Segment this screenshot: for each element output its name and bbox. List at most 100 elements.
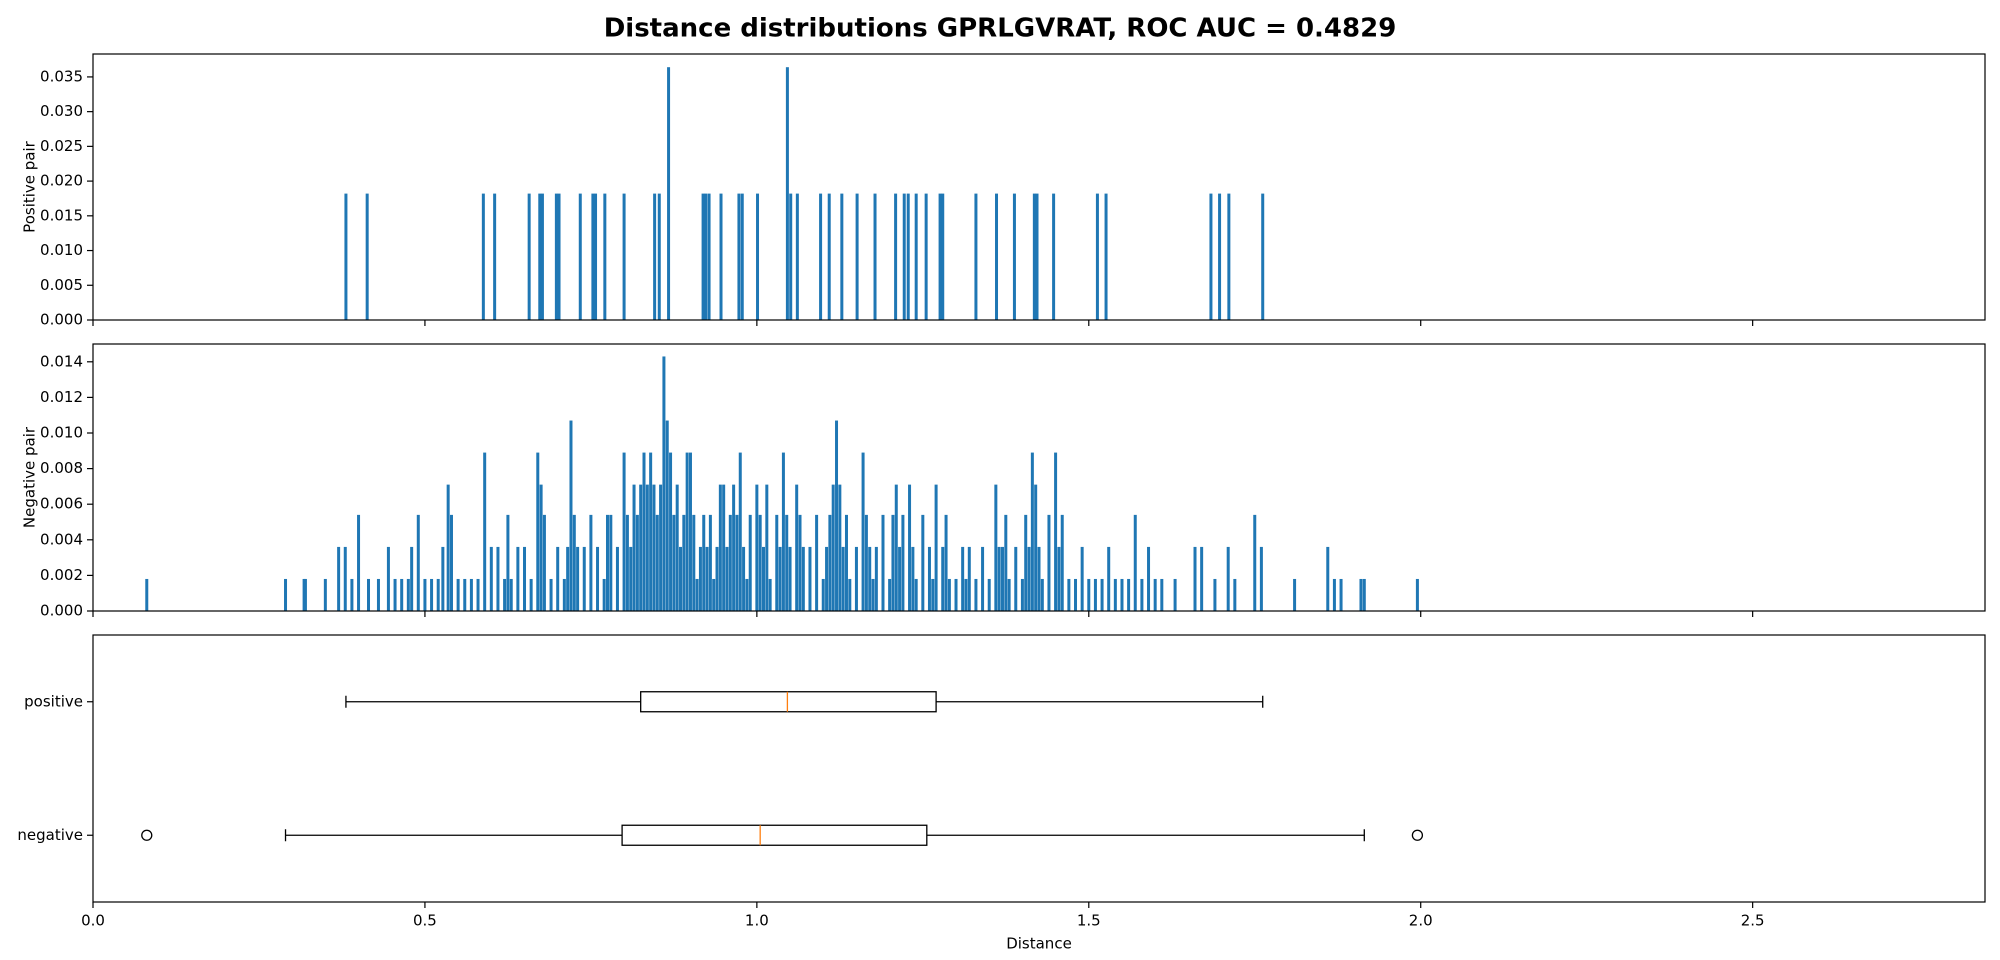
- bar: [1047, 514, 1051, 611]
- bar: [938, 193, 942, 320]
- bar: [798, 514, 802, 611]
- bar: [1213, 578, 1217, 611]
- bar: [1362, 578, 1366, 611]
- bar: [469, 578, 473, 611]
- bar: [655, 514, 659, 611]
- bar: [871, 578, 875, 611]
- bar: [921, 514, 925, 611]
- bar: [569, 420, 573, 611]
- bar: [1074, 578, 1078, 611]
- bar: [954, 578, 958, 611]
- bar: [393, 578, 397, 611]
- bar: [1293, 578, 1297, 611]
- y-tick-label: 0.000: [40, 602, 83, 620]
- bar: [645, 484, 649, 611]
- bar: [914, 578, 918, 611]
- bar: [489, 546, 493, 611]
- x-axis-label: Distance: [1006, 935, 1072, 953]
- bar: [742, 546, 746, 611]
- bar: [1253, 514, 1257, 611]
- y-tick-label: 0.025: [40, 137, 83, 155]
- bar: [549, 578, 553, 611]
- bar: [981, 546, 985, 611]
- bar: [894, 193, 898, 320]
- bar: [323, 578, 327, 611]
- bar: [874, 546, 878, 611]
- bar: [718, 484, 722, 611]
- bar: [1020, 578, 1024, 611]
- bar: [808, 546, 812, 611]
- bar: [1127, 578, 1131, 611]
- bar: [625, 514, 629, 611]
- bar: [987, 578, 991, 611]
- bar: [1359, 578, 1363, 611]
- axes-frame: [92, 343, 1986, 612]
- bar: [602, 578, 606, 611]
- bar: [416, 514, 420, 611]
- bar: [441, 546, 445, 611]
- bar: [927, 546, 931, 611]
- bar: [1173, 578, 1177, 611]
- bar: [1034, 484, 1038, 611]
- bar: [622, 193, 626, 320]
- bar: [582, 546, 586, 611]
- bar: [838, 484, 842, 611]
- flier: [1411, 829, 1424, 841]
- bar: [596, 546, 600, 611]
- bar: [855, 193, 859, 320]
- bar: [692, 514, 696, 611]
- bar: [1024, 514, 1028, 611]
- bar: [864, 514, 868, 611]
- bar: [1027, 546, 1031, 611]
- bar: [1095, 193, 1099, 320]
- bar: [1415, 578, 1419, 611]
- bar: [738, 452, 742, 611]
- bar: [1218, 193, 1222, 320]
- y-axis-label: Positive pair: [21, 140, 39, 232]
- y-tick-label: 0.005: [40, 276, 83, 294]
- bar: [888, 578, 892, 611]
- bar: [821, 578, 825, 611]
- bar: [430, 578, 434, 611]
- bar: [672, 514, 676, 611]
- bar: [527, 193, 531, 320]
- y-tick-label: 0.010: [40, 424, 83, 442]
- bar: [1120, 578, 1124, 611]
- bar: [367, 578, 371, 611]
- bar: [964, 578, 968, 611]
- bar: [1147, 546, 1151, 611]
- bar: [881, 514, 885, 611]
- bar: [509, 578, 513, 611]
- bar: [908, 484, 912, 611]
- bar: [1233, 578, 1237, 611]
- bar: [1037, 546, 1041, 611]
- bar: [719, 193, 723, 320]
- bar: [1107, 546, 1111, 611]
- bar: [675, 484, 679, 611]
- bar: [649, 452, 653, 611]
- bar: [924, 193, 928, 320]
- x-tick-label: 2.0: [1409, 912, 1433, 930]
- bar: [707, 193, 711, 320]
- bar: [748, 514, 752, 611]
- bar: [873, 193, 877, 320]
- bar: [795, 484, 799, 611]
- bar: [1200, 546, 1204, 611]
- bar: [745, 578, 749, 611]
- bar: [1153, 578, 1157, 611]
- bar: [725, 546, 729, 611]
- bar: [589, 514, 593, 611]
- bar: [1000, 546, 1004, 611]
- bar: [1113, 578, 1117, 611]
- bar: [639, 484, 643, 611]
- bar: [506, 514, 510, 611]
- bar: [841, 546, 845, 611]
- bar: [819, 193, 823, 320]
- bar: [652, 484, 656, 611]
- box: [640, 691, 937, 713]
- bar: [1030, 452, 1034, 611]
- bar: [632, 484, 636, 611]
- bar: [669, 452, 673, 611]
- bar: [840, 193, 844, 320]
- bar: [1227, 193, 1231, 320]
